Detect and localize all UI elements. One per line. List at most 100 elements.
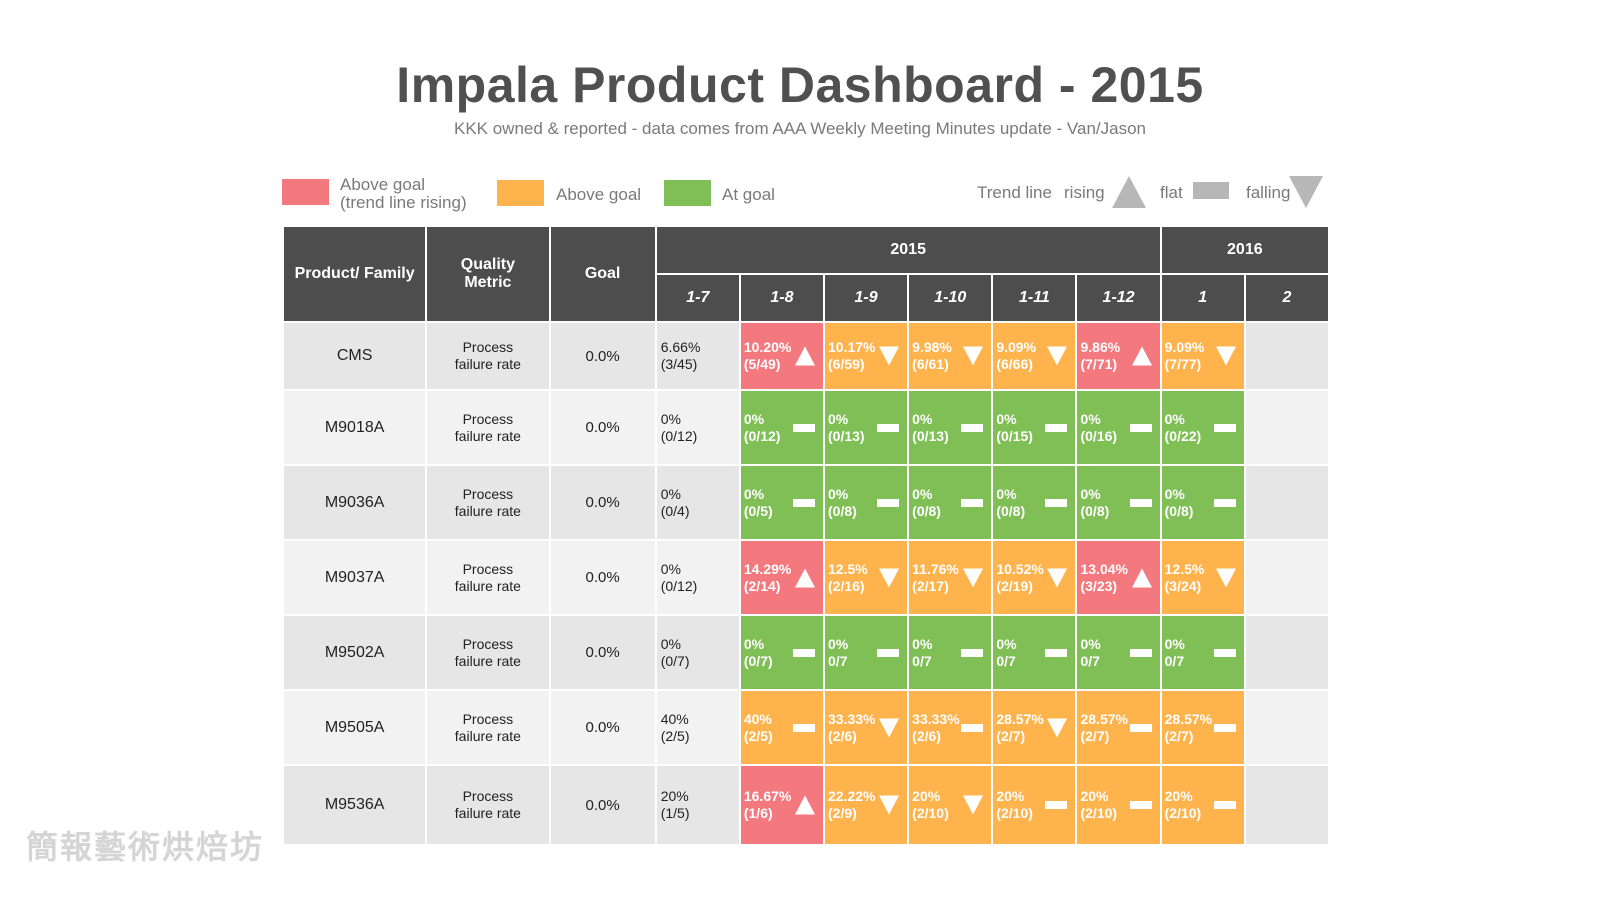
status-cell: 10.17% (6/59) [825,323,908,391]
empty-cell [1245,466,1328,541]
status-cell: 20% (2/10) [1077,766,1160,846]
goal-value: 0.0% [550,541,655,616]
metric-line2: failure rate [454,577,521,594]
status-cell: 33.33% (2/6) [909,691,992,766]
trend-rising-icon [1112,176,1146,208]
trend-rising-icon [1131,568,1152,587]
trend-falling-icon [1215,568,1236,587]
baseline-value: 20% (1/5) [656,766,739,846]
legend-orange-label: Above goal [556,185,642,204]
cell-frac: 0/7 [1164,652,1185,669]
trend-flat-icon [1129,648,1152,657]
trend-flat-icon [877,498,900,507]
quality-metric: Process failure rate [427,616,549,691]
cell-frac: 0/7 [996,652,1016,669]
empty-cell [1245,616,1328,691]
legend-red-line2: (trend line rising) [340,193,467,212]
header-product: Product/ Family [284,227,426,323]
goal-value: 0.0% [550,766,655,846]
status-cell: 28.57% (2/7) [993,691,1076,766]
cell-pct: 0% [996,410,1017,427]
status-cell: 9.09% (7/77) [1161,323,1244,391]
cell-pct: 0% [1080,635,1101,652]
status-cell: 0% 0/7 [993,616,1076,691]
status-cell: 0% (0/5) [740,466,824,541]
cell-pct: 0% [828,635,849,652]
cell-pct: 12.5% [828,560,868,577]
cell-pct: 0% [828,485,849,502]
quality-metric: Process failure rate [427,541,549,616]
trend-flat-icon [1045,423,1068,432]
trend-flat-icon [1129,423,1152,432]
header-quality-metric: Quality Metric [427,227,549,323]
cell-pct: 22.22% [828,788,876,804]
trend-flat-icon [1129,801,1152,809]
cell-frac: (6/61) [912,356,949,372]
status-cell: 0% 0/7 [825,616,908,691]
trend-falling-icon [963,795,984,815]
cell-pct: 0% [996,635,1017,652]
header-year-2015: 2015 [656,227,1160,275]
header-goal: Goal [550,227,655,323]
empty-cell [1245,391,1328,466]
status-cell: 12.5% (3/24) [1161,541,1244,616]
product-name: CMS [284,323,426,391]
cell-frac: 0/7 [828,652,848,669]
status-cell: 0% (0/13) [909,391,992,466]
status-cell: 0% (0/8) [993,466,1076,541]
header-period: 1-9 [825,275,908,323]
product-name: M9037A [284,541,426,616]
status-cell: 10.52% (2/19) [993,541,1076,616]
status-cell: 0% (0/8) [1161,466,1244,541]
cell-frac: (2/16) [828,577,865,594]
goal-value: 0.0% [550,391,655,466]
cell-frac: (0/22) [1164,427,1202,444]
status-cell: 0% (0/22) [1161,391,1244,466]
status-cell: 9.86% (7/71) [1077,323,1160,391]
baseline-frac: (3/45) [660,356,698,372]
legend-flat-label: flat [1160,183,1183,202]
status-cell: 12.5% (2/16) [825,541,908,616]
trend-rising-icon [795,795,816,815]
cell-frac: (5/49) [743,356,781,372]
trend-falling-icon [879,346,900,366]
cell-pct: 0% [743,635,765,652]
legend-green-label: At goal [722,185,775,204]
trend-falling-icon [963,346,984,366]
table-row: M9505A Process failure rate 0.0% 40% (2/5) 40%… [284,691,1328,766]
trend-falling-icon [1047,568,1068,587]
status-cell: 16.67% (1/6) [740,766,824,846]
status-cell: 20% (2/10) [909,766,992,846]
empty-cell [1245,323,1328,391]
cell-frac: (7/77) [1164,356,1202,372]
trend-flat-icon [793,723,816,732]
status-cell: 0% (0/16) [1077,391,1160,466]
status-cell: 14.29% (2/14) [740,541,824,616]
cell-frac: (2/7) [1080,727,1110,744]
metric-line2: failure rate [454,356,521,372]
trend-flat-icon [1213,423,1236,432]
status-cell: 40% (2/5) [740,691,824,766]
status-cell: 28.57% (2/7) [1161,691,1244,766]
trend-flat-icon [1045,801,1068,809]
legend-swatch-red [282,179,329,205]
cell-frac: (0/15) [996,427,1033,444]
metric-line1: Process [462,788,514,804]
product-name: M9036A [284,466,426,541]
trend-flat-icon [877,423,900,432]
cell-pct: 33.33% [912,710,960,727]
trend-flat-icon [961,648,984,657]
baseline-value: 0% (0/12) [656,541,739,616]
trend-falling-icon [1047,346,1068,366]
cell-pct: 16.67% [743,788,792,804]
table-row: M9036A Process failure rate 0.0% 0% (0/4) 0% (0… [284,466,1328,541]
metric-line2: failure rate [454,805,521,821]
cell-pct: 0% [828,410,849,427]
trend-flat-icon [877,648,900,657]
header-period: 1-11 [993,275,1076,323]
status-cell: 20% (2/10) [1161,766,1244,846]
trend-flat-icon [1213,648,1236,657]
status-cell: 9.09% (6/66) [993,323,1076,391]
cell-pct: 20% [1164,788,1193,804]
trend-flat-icon [1045,498,1068,507]
